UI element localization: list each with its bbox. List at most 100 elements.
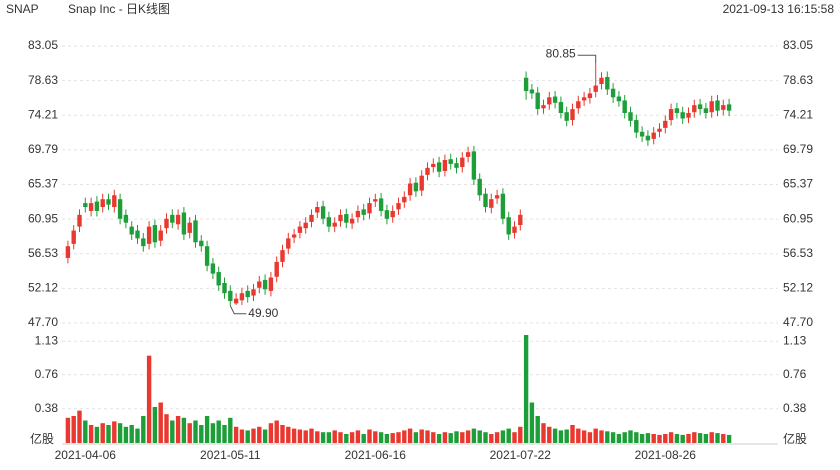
candle-body — [564, 112, 569, 121]
candle-body — [616, 96, 622, 102]
candle-body — [506, 217, 511, 235]
candle-body — [216, 272, 221, 286]
candle-body — [158, 230, 163, 241]
y-tick-label: 78.63 — [28, 73, 58, 87]
volume-bar — [146, 355, 152, 443]
candle-body — [686, 112, 691, 118]
candle-body — [286, 238, 291, 249]
max-annotation: 80.85 — [546, 46, 576, 60]
volume-bar — [262, 429, 268, 443]
volume-bar — [204, 416, 210, 443]
candle-body — [494, 195, 500, 199]
candle-body — [193, 220, 198, 243]
candle-body — [645, 135, 651, 141]
symbol: SNAP — [6, 2, 39, 16]
candle-body — [378, 198, 384, 211]
volume-bar — [622, 432, 627, 443]
volume-bar — [83, 420, 88, 443]
candle-body — [303, 222, 308, 229]
candle-body — [77, 214, 82, 227]
volume-bar — [668, 432, 674, 443]
candle-body — [355, 210, 361, 218]
candle-body — [396, 203, 401, 210]
volume-bar — [297, 429, 303, 443]
candle-body — [257, 281, 262, 288]
volume-unit: 亿股 — [783, 431, 807, 446]
volume-bar — [570, 425, 575, 443]
max-leader — [577, 54, 597, 64]
volume-bar — [152, 407, 158, 443]
volume-bar — [245, 430, 250, 443]
candle-body — [228, 290, 233, 302]
candle-body — [390, 210, 395, 218]
volume-bar — [291, 428, 297, 443]
candle-body — [199, 240, 204, 247]
volume-bar — [71, 416, 76, 443]
candle-body — [465, 152, 471, 157]
candle-body — [268, 277, 274, 291]
candle-body — [460, 157, 465, 168]
candle-body — [245, 290, 250, 298]
candle-body — [367, 203, 372, 214]
volume-bar — [402, 430, 407, 443]
candle-body — [280, 250, 285, 262]
candle-body — [129, 226, 134, 235]
volume-bar — [216, 420, 221, 443]
volume-bar — [663, 434, 668, 443]
candle-body — [71, 230, 76, 244]
candle-body — [483, 193, 488, 208]
candle-body — [204, 246, 210, 266]
candle-body — [135, 230, 140, 239]
candle-body — [436, 162, 442, 172]
y-tick-label: 60.95 — [783, 211, 813, 225]
volume-bar — [645, 433, 651, 443]
candle-body — [338, 214, 343, 222]
candle-body — [210, 263, 216, 274]
candle-body — [373, 199, 378, 202]
candle-body — [170, 214, 175, 223]
candle-body — [425, 167, 430, 175]
volume-bar — [344, 434, 349, 443]
candle-body — [552, 96, 558, 103]
y-tick-label: 52.12 — [28, 281, 58, 295]
volume-bar — [465, 430, 471, 443]
candle-body — [703, 108, 709, 113]
volume-bar — [268, 423, 274, 443]
candle-body — [448, 159, 453, 164]
y-tick-label: 60.95 — [28, 211, 58, 225]
candle-body — [320, 206, 326, 219]
candle-body — [181, 212, 187, 235]
volume-bar — [529, 402, 535, 443]
volume-bar — [436, 434, 442, 443]
volume-bar — [425, 430, 430, 443]
candle-body — [651, 132, 656, 139]
volume-bar — [349, 432, 355, 443]
y-tick-label: 0.38 — [35, 401, 59, 415]
candle-body — [639, 131, 645, 137]
volume-bar — [384, 434, 390, 443]
candle-body — [692, 105, 697, 113]
volume-bar — [123, 426, 129, 443]
candle-body — [187, 222, 192, 233]
volume-bar — [460, 432, 465, 443]
volume-bar — [257, 426, 262, 443]
candle-body — [599, 77, 604, 85]
x-tick-label: 2021-07-22 — [490, 448, 552, 462]
candle-body — [674, 108, 680, 113]
volume-bar — [442, 432, 448, 443]
volume-bar — [431, 432, 436, 443]
volume-bar — [581, 430, 587, 443]
volume-bar — [135, 428, 140, 443]
candle-body — [349, 218, 355, 224]
volume-bar — [639, 434, 645, 443]
candle-body — [123, 214, 129, 223]
volume-bar — [315, 431, 320, 443]
volume-bar — [338, 432, 343, 443]
candle-body — [605, 76, 610, 90]
candle-body — [112, 195, 117, 208]
volume-bar — [489, 434, 494, 443]
candle-body — [262, 279, 268, 290]
candle-body — [535, 92, 540, 110]
y-tick-label: 1.13 — [35, 333, 59, 347]
candle-body — [663, 120, 668, 128]
